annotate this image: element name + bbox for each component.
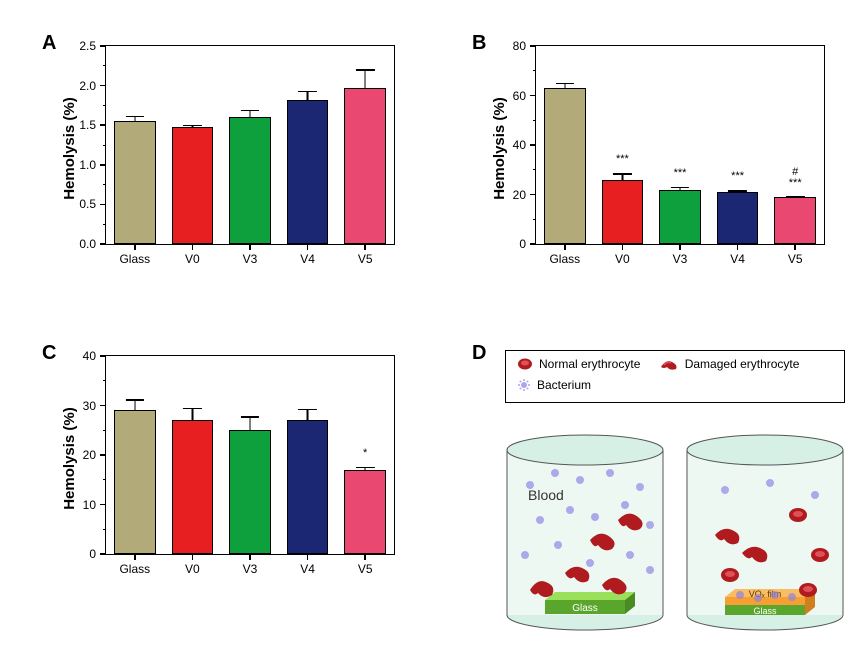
panel-b-ylabel: Hemolysis (%): [491, 97, 508, 200]
left-cylinder: Glass Blood: [507, 435, 663, 630]
legend-label-bacterium: Bacterium: [537, 378, 591, 392]
panel-d: D Normal erythrocyte Damaged erythrocyte…: [430, 310, 860, 650]
bar-glass: [544, 88, 585, 244]
panel-b: B Hemolysis (%) 020406080GlassV0***V3***…: [430, 0, 860, 300]
bar-v4: [287, 420, 328, 554]
bar-v0: [172, 420, 213, 554]
bar-v4: [717, 192, 758, 244]
sig-marker: ***: [674, 168, 687, 179]
panel-a-plot: 0.00.51.01.52.02.5GlassV0V3V4V5: [105, 45, 395, 245]
panel-c-ylabel: Hemolysis (%): [61, 407, 78, 510]
bar-v3: [659, 190, 700, 244]
right-cylinder: VOₓ film Glass: [687, 435, 843, 630]
sig-marker: ***: [616, 154, 629, 165]
bar-v0: [172, 127, 213, 244]
bar-v5: [344, 88, 385, 244]
sig-marker: *: [363, 448, 367, 459]
bar-v3: [229, 430, 270, 554]
right-substrate-bottom-label: Glass: [753, 606, 777, 616]
sig-marker: ***: [731, 171, 744, 182]
bacterium-icon: [516, 377, 532, 393]
bar-v0: [602, 180, 643, 244]
panel-a: A Hemolysis (%) 0.00.51.01.52.02.5GlassV…: [0, 0, 430, 300]
panel-c-plot: 010203040GlassV0V3V4V5*: [105, 355, 395, 555]
legend-label-damaged: Damaged erythrocyte: [685, 357, 800, 371]
bar-v5: [774, 197, 815, 244]
panel-d-legend: Normal erythrocyte Damaged erythrocyte B…: [505, 350, 845, 403]
legend-label-normal: Normal erythrocyte: [539, 357, 640, 371]
panel-c-label: C: [42, 342, 56, 365]
panel-b-plot: 020406080GlassV0***V3***V4***V5#***: [535, 45, 825, 245]
blood-label: Blood: [528, 487, 564, 503]
damaged-erythrocyte-icon: [658, 357, 680, 371]
normal-erythrocyte-icon: [516, 357, 534, 371]
bar-v5: [344, 470, 385, 554]
panel-b-label: B: [472, 32, 486, 55]
panel-d-label: D: [472, 342, 486, 365]
bar-glass: [114, 121, 155, 244]
panel-d-diagram: Glass Blood: [500, 425, 850, 635]
sig-marker: #***: [789, 167, 802, 189]
bar-v4: [287, 100, 328, 244]
bar-v3: [229, 117, 270, 244]
panel-c: C Hemolysis (%) 010203040GlassV0V3V4V5*: [0, 310, 430, 610]
panel-a-label: A: [42, 32, 56, 55]
bar-glass: [114, 410, 155, 554]
panel-a-ylabel: Hemolysis (%): [61, 97, 78, 200]
left-substrate-label: Glass: [572, 603, 598, 614]
